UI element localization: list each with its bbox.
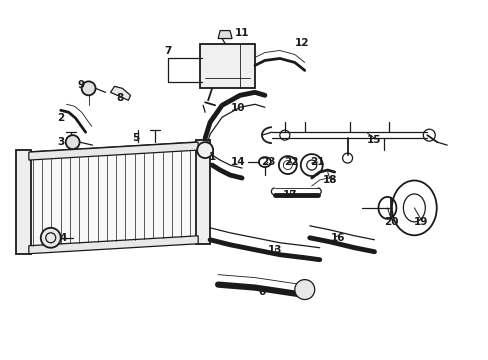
- Polygon shape: [29, 142, 198, 160]
- Circle shape: [65, 135, 80, 149]
- Text: 16: 16: [330, 233, 344, 243]
- Circle shape: [197, 142, 213, 158]
- Text: 20: 20: [384, 217, 398, 227]
- Polygon shape: [218, 31, 232, 39]
- Text: 1: 1: [208, 152, 215, 162]
- Text: 5: 5: [132, 133, 139, 143]
- Text: 8: 8: [117, 93, 124, 103]
- Polygon shape: [196, 140, 210, 244]
- Text: 22: 22: [284, 157, 299, 167]
- Text: 13: 13: [267, 245, 282, 255]
- Text: 15: 15: [366, 135, 381, 145]
- Text: 14: 14: [230, 157, 245, 167]
- Text: 11: 11: [234, 28, 249, 37]
- Polygon shape: [110, 86, 130, 100]
- Text: 3: 3: [57, 137, 64, 147]
- Circle shape: [294, 280, 314, 300]
- Polygon shape: [29, 142, 198, 252]
- Text: 12: 12: [294, 37, 308, 48]
- Circle shape: [41, 228, 61, 248]
- Bar: [200, 44, 254, 88]
- Polygon shape: [16, 150, 31, 254]
- Text: 10: 10: [230, 103, 245, 113]
- Circle shape: [81, 81, 95, 95]
- Text: 7: 7: [164, 45, 172, 55]
- Text: 9: 9: [77, 80, 84, 90]
- Text: 21: 21: [310, 157, 325, 167]
- Text: 18: 18: [322, 175, 336, 185]
- Polygon shape: [29, 236, 198, 254]
- Text: 2: 2: [57, 113, 64, 123]
- Text: 17: 17: [282, 190, 297, 200]
- Text: 4: 4: [59, 233, 66, 243]
- Text: 23: 23: [260, 157, 275, 167]
- Text: 19: 19: [413, 217, 427, 227]
- Text: 6: 6: [258, 287, 265, 297]
